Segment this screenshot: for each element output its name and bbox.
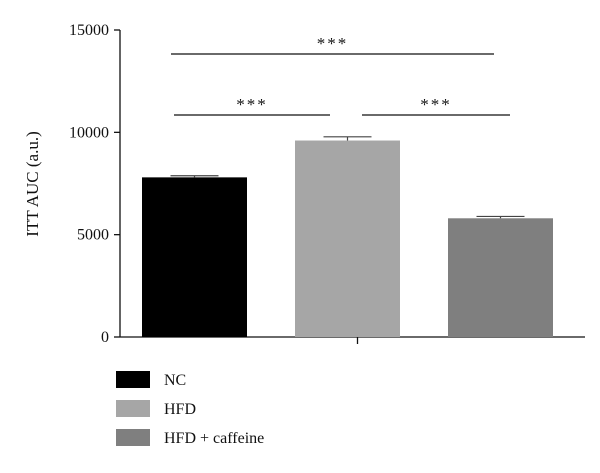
bar-hfd-caffeine — [448, 218, 553, 337]
significance-label: *** — [236, 95, 268, 114]
bars — [142, 136, 553, 337]
y-tick-label: 10000 — [69, 124, 109, 141]
legend-swatch — [116, 371, 150, 388]
y-axis-label: ITT AUC (a.u.) — [23, 131, 42, 236]
legend-swatch — [116, 429, 150, 446]
legend: NC HFD HFD + caffeine — [116, 371, 264, 447]
y-tick-label: 15000 — [69, 22, 109, 39]
legend-label: HFD — [164, 401, 196, 418]
legend-label: NC — [164, 372, 186, 389]
legend-label: HFD + caffeine — [164, 430, 264, 447]
bar-hfd — [295, 140, 400, 337]
legend-swatch — [116, 400, 150, 417]
y-tick-label: 5000 — [77, 227, 109, 244]
significance-label: *** — [317, 34, 349, 53]
y-tick-label: 0 — [101, 329, 109, 346]
significance-brackets: *** *** *** — [171, 34, 510, 116]
significance-label: *** — [420, 95, 452, 114]
bar-nc — [142, 177, 247, 337]
